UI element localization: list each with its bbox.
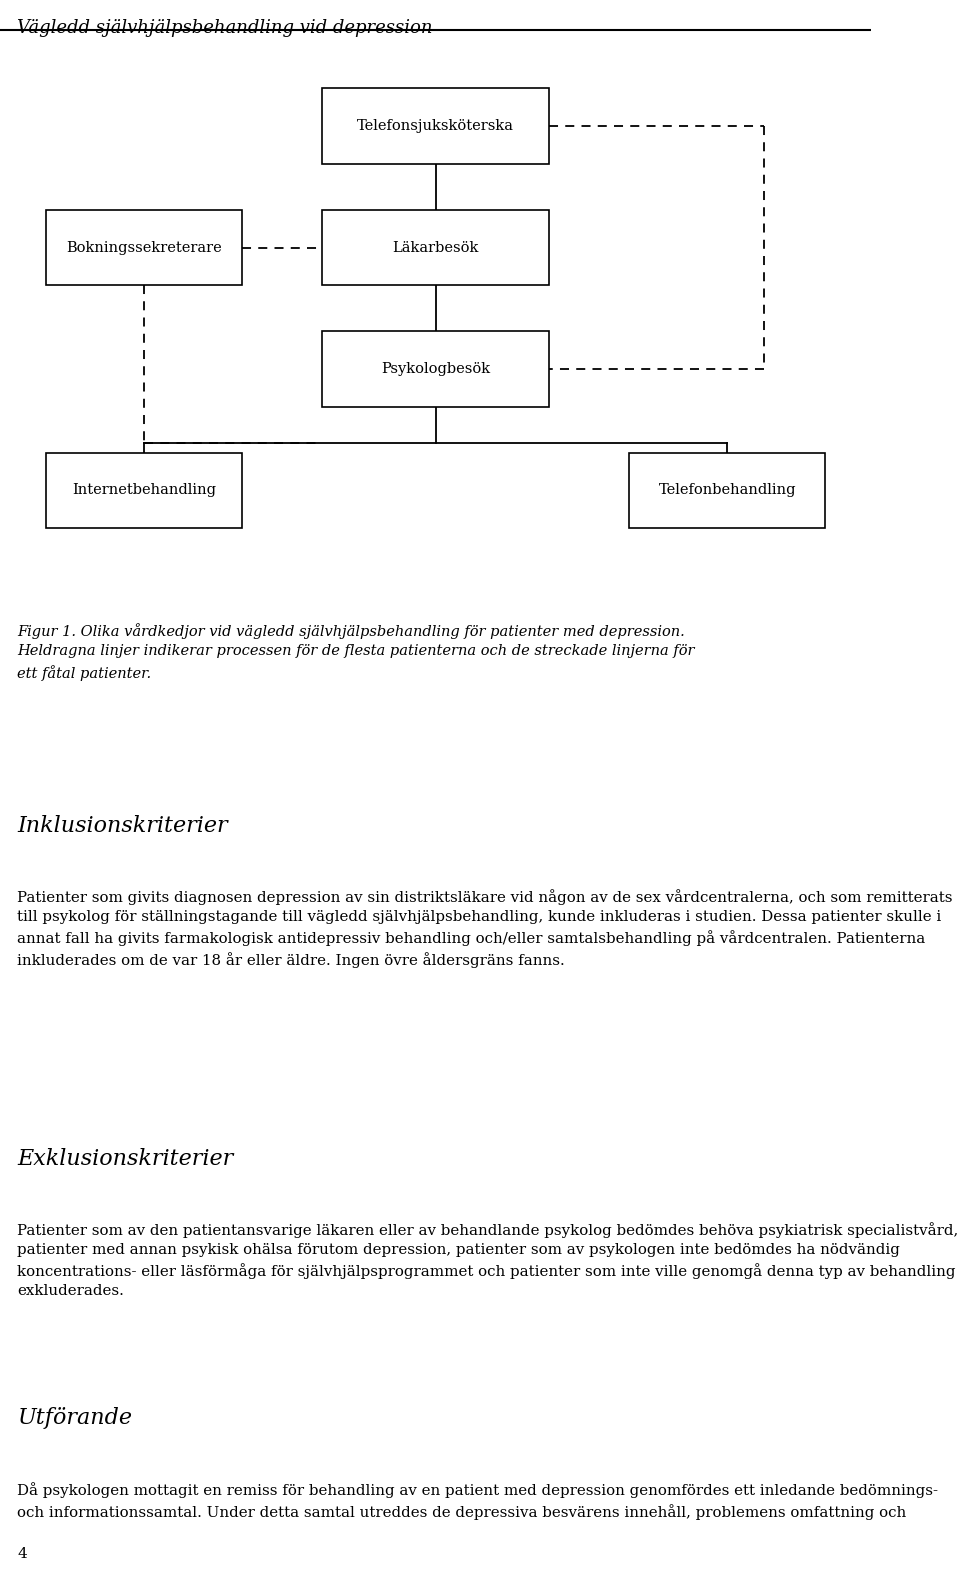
- Text: Utförande: Utförande: [17, 1407, 132, 1429]
- FancyBboxPatch shape: [323, 210, 549, 285]
- Text: Telefonsjuksköterska: Telefonsjuksköterska: [357, 120, 514, 132]
- FancyBboxPatch shape: [46, 210, 242, 285]
- Text: Patienter som givits diagnosen depression av sin distriktsläkare vid någon av de: Patienter som givits diagnosen depressio…: [17, 889, 953, 968]
- Text: Internetbehandling: Internetbehandling: [72, 484, 216, 497]
- Text: Figur 1. Olika vårdkedjor vid vägledd självhjälpsbehandling för patienter med de: Figur 1. Olika vårdkedjor vid vägledd sj…: [17, 623, 695, 681]
- Text: Patienter som av den patientansvarige läkaren eller av behandlande psykolog bedö: Patienter som av den patientansvarige lä…: [17, 1222, 959, 1298]
- Text: Då psykologen mottagit en remiss för behandling av en patient med depression gen: Då psykologen mottagit en remiss för beh…: [17, 1482, 939, 1520]
- Text: Bokningssekreterare: Bokningssekreterare: [66, 241, 222, 254]
- FancyBboxPatch shape: [323, 331, 549, 407]
- Text: 4: 4: [17, 1547, 27, 1561]
- Text: Psykologbesök: Psykologbesök: [381, 363, 491, 375]
- Text: Telefonbehandling: Telefonbehandling: [659, 484, 796, 497]
- Text: Vägledd självhjälpsbehandling vid depression: Vägledd självhjälpsbehandling vid depres…: [17, 19, 433, 36]
- FancyBboxPatch shape: [46, 453, 242, 528]
- Text: Inklusionskriterier: Inklusionskriterier: [17, 815, 228, 837]
- FancyBboxPatch shape: [323, 88, 549, 164]
- FancyBboxPatch shape: [630, 453, 826, 528]
- Text: Exklusionskriterier: Exklusionskriterier: [17, 1148, 233, 1170]
- Text: Läkarbesök: Läkarbesök: [393, 241, 479, 254]
